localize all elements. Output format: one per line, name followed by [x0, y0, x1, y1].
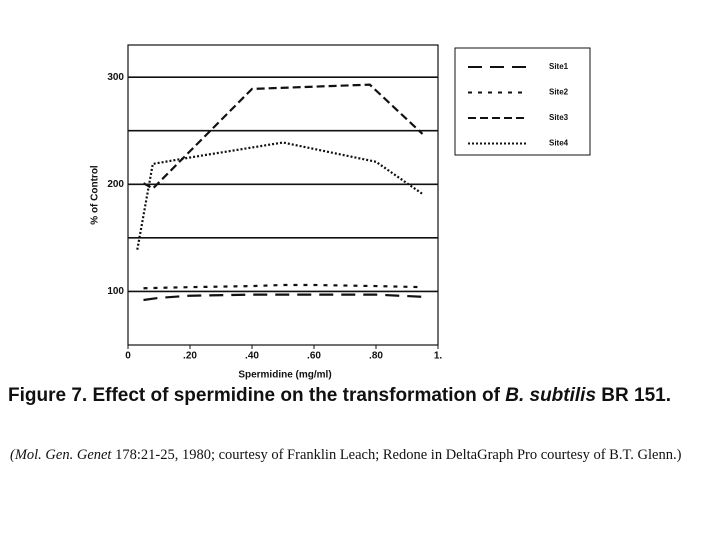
y-tick-label: 200 [107, 179, 124, 190]
figure-caption: Figure 7. Effect of spermidine on the tr… [8, 383, 708, 409]
series-line [142, 83, 424, 190]
legend-label: Site4 [549, 139, 569, 148]
x-tick-label: 1. [434, 351, 443, 362]
y-axis-label: % of Control [90, 165, 101, 225]
plot-frame [127, 44, 439, 346]
x-axis-label: Spermidine (mg/ml) [238, 370, 331, 380]
caption-species: B. subtilis [505, 385, 597, 406]
caption-text: BR 151. [596, 385, 671, 406]
series-line [136, 141, 424, 250]
x-tick-label: 0 [125, 351, 131, 362]
x-tick-label: .80 [369, 351, 383, 362]
series-line [143, 293, 423, 302]
legend-label: Site2 [549, 88, 569, 97]
y-tick-label: 300 [107, 72, 124, 83]
chart: % of Control Spermidine (mg/ml) 100 200 30… [90, 44, 591, 380]
source-journal: (Mol. Gen. Genet [10, 447, 112, 463]
legend-label: Site3 [549, 113, 569, 122]
x-tick-label: .60 [307, 351, 321, 362]
legend-label: Site1 [549, 62, 569, 71]
y-tick-label: 100 [107, 286, 124, 297]
series-line [143, 283, 423, 290]
source-text: 178:21-25, 1980; courtesy of Franklin Le… [111, 447, 682, 463]
x-tick-label: .20 [183, 351, 197, 362]
x-tick-label: .40 [245, 351, 259, 362]
figure-source: (Mol. Gen. Genet 178:21-25, 1980; courte… [10, 444, 710, 466]
legend-box [454, 47, 591, 156]
caption-text: Figure 7. Effect of spermidine on the tr… [8, 385, 506, 406]
